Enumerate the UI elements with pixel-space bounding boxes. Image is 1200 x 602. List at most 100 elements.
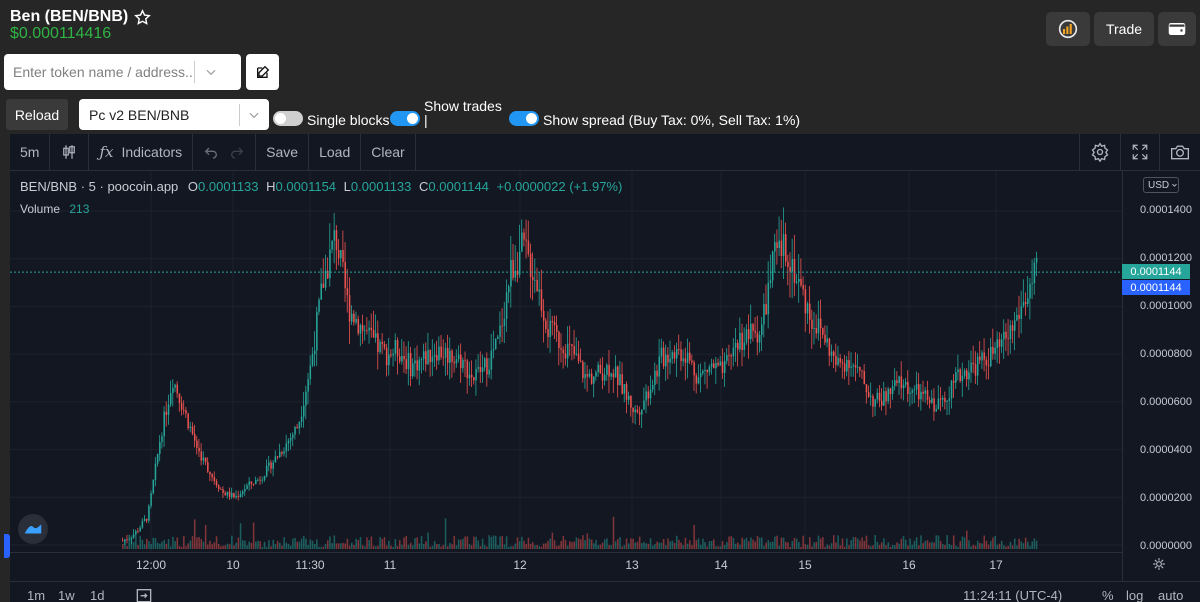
- candle-body: [767, 282, 770, 315]
- volume-bar: [593, 543, 595, 549]
- edit-button[interactable]: [246, 54, 279, 90]
- volume-bar: [656, 541, 658, 549]
- candle-body: [508, 286, 510, 293]
- candle-body: [710, 363, 713, 367]
- volume-bar: [499, 536, 501, 549]
- toolbar-divider: [255, 133, 257, 171]
- candle-body: [300, 416, 303, 422]
- redo-button[interactable]: [229, 134, 255, 171]
- candle-body: [204, 457, 207, 463]
- candle-body: [577, 353, 580, 362]
- range-1d[interactable]: 1d: [90, 588, 105, 602]
- chart-icon-button[interactable]: [1046, 12, 1090, 46]
- candle-body: [856, 366, 859, 368]
- range-1m[interactable]: 1m: [27, 588, 46, 602]
- candle-body: [743, 342, 746, 350]
- reload-button[interactable]: Reload: [6, 99, 68, 130]
- volume-bar: [623, 545, 626, 549]
- auto-toggle[interactable]: auto: [1158, 588, 1184, 602]
- edit-icon: [256, 65, 269, 78]
- indicators-button[interactable]: ƒx Indicators: [89, 134, 192, 171]
- settings-button[interactable]: [1080, 134, 1120, 171]
- price-scale[interactable]: [1122, 171, 1200, 581]
- candle-body: [460, 354, 462, 369]
- token-search[interactable]: [4, 54, 241, 90]
- goto-date-icon[interactable]: [136, 588, 152, 602]
- volume-bar: [521, 536, 523, 549]
- log-toggle[interactable]: log: [1126, 588, 1144, 602]
- candle-body: [638, 412, 641, 415]
- search-input[interactable]: [4, 64, 194, 80]
- toolbar-divider: [308, 133, 310, 171]
- volume-bar: [547, 540, 549, 549]
- candle-body: [619, 374, 621, 386]
- load-button[interactable]: Load: [319, 144, 351, 160]
- candle-body: [239, 494, 242, 497]
- volume-bar: [896, 542, 898, 549]
- interval-button[interactable]: 5m: [20, 144, 40, 160]
- volume-bar: [514, 543, 517, 549]
- candle-body: [885, 391, 887, 402]
- chevron-down-icon[interactable]: [204, 65, 218, 79]
- screenshot-button[interactable]: [1160, 134, 1200, 171]
- candle-body: [523, 232, 525, 240]
- candle-body: [603, 374, 606, 381]
- volume-bar: [396, 546, 399, 549]
- volume-bar: [525, 544, 528, 549]
- volume-bar: [680, 542, 682, 549]
- save-button[interactable]: Save: [266, 144, 299, 160]
- currency-select[interactable]: USD: [1143, 177, 1179, 193]
- y-tick: 0.0000800: [1140, 348, 1192, 360]
- y-tick: 0.0001400: [1140, 204, 1192, 216]
- volume-bar: [1027, 541, 1029, 549]
- show-spread-toggle[interactable]: [509, 111, 539, 126]
- fullscreen-button[interactable]: [1121, 134, 1159, 171]
- candlestick-icon: [63, 145, 76, 159]
- volume-bar: [610, 545, 613, 549]
- volume-bar: [460, 539, 462, 549]
- volume-bar: [185, 546, 187, 549]
- star-icon[interactable]: [134, 8, 152, 26]
- redo-icon: [231, 147, 244, 159]
- volume-bar: [660, 542, 663, 549]
- candle-body: [1024, 301, 1027, 304]
- wallet-button[interactable]: [1158, 12, 1196, 46]
- candle-body: [261, 479, 264, 481]
- show-trades-toggle[interactable]: [390, 111, 420, 126]
- candle-body: [839, 357, 842, 363]
- range-1w[interactable]: 1w: [58, 588, 75, 602]
- candle-body: [651, 384, 654, 390]
- volume-bar: [484, 545, 486, 549]
- candle-body: [828, 338, 831, 356]
- candle-body: [898, 376, 900, 384]
- pool-select[interactable]: Pc v2 BEN/BNB: [79, 99, 269, 130]
- candle-body: [782, 234, 785, 256]
- percent-toggle[interactable]: %: [1102, 588, 1114, 602]
- volume-bar: [222, 545, 224, 549]
- side-panel-handle[interactable]: [4, 534, 10, 558]
- candle-body: [163, 411, 165, 437]
- volume-bar: [573, 541, 575, 549]
- chart-container[interactable]: [10, 134, 1200, 602]
- volume-bar: [318, 546, 320, 549]
- gear-icon[interactable]: [1152, 557, 1166, 571]
- undo-button[interactable]: [193, 134, 229, 171]
- price-chart[interactable]: [10, 171, 1122, 552]
- candle-style-button[interactable]: [50, 134, 88, 171]
- legend-c-label: C: [419, 179, 429, 194]
- clear-button[interactable]: Clear: [371, 144, 405, 160]
- volume-bar: [961, 536, 964, 549]
- candle-body: [501, 325, 504, 327]
- volume-bar: [826, 544, 828, 549]
- volume-bar: [678, 539, 680, 549]
- time-scale[interactable]: [10, 552, 1122, 581]
- single-blocks-toggle[interactable]: [273, 111, 303, 126]
- trade-button[interactable]: Trade: [1094, 12, 1154, 46]
- candle-body: [532, 277, 534, 281]
- volume-bar: [765, 542, 767, 549]
- candle-body: [575, 353, 578, 355]
- candle-body: [540, 289, 543, 311]
- volume-bar: [1018, 538, 1020, 549]
- candle-body: [510, 260, 512, 287]
- chart-logo[interactable]: [18, 514, 48, 544]
